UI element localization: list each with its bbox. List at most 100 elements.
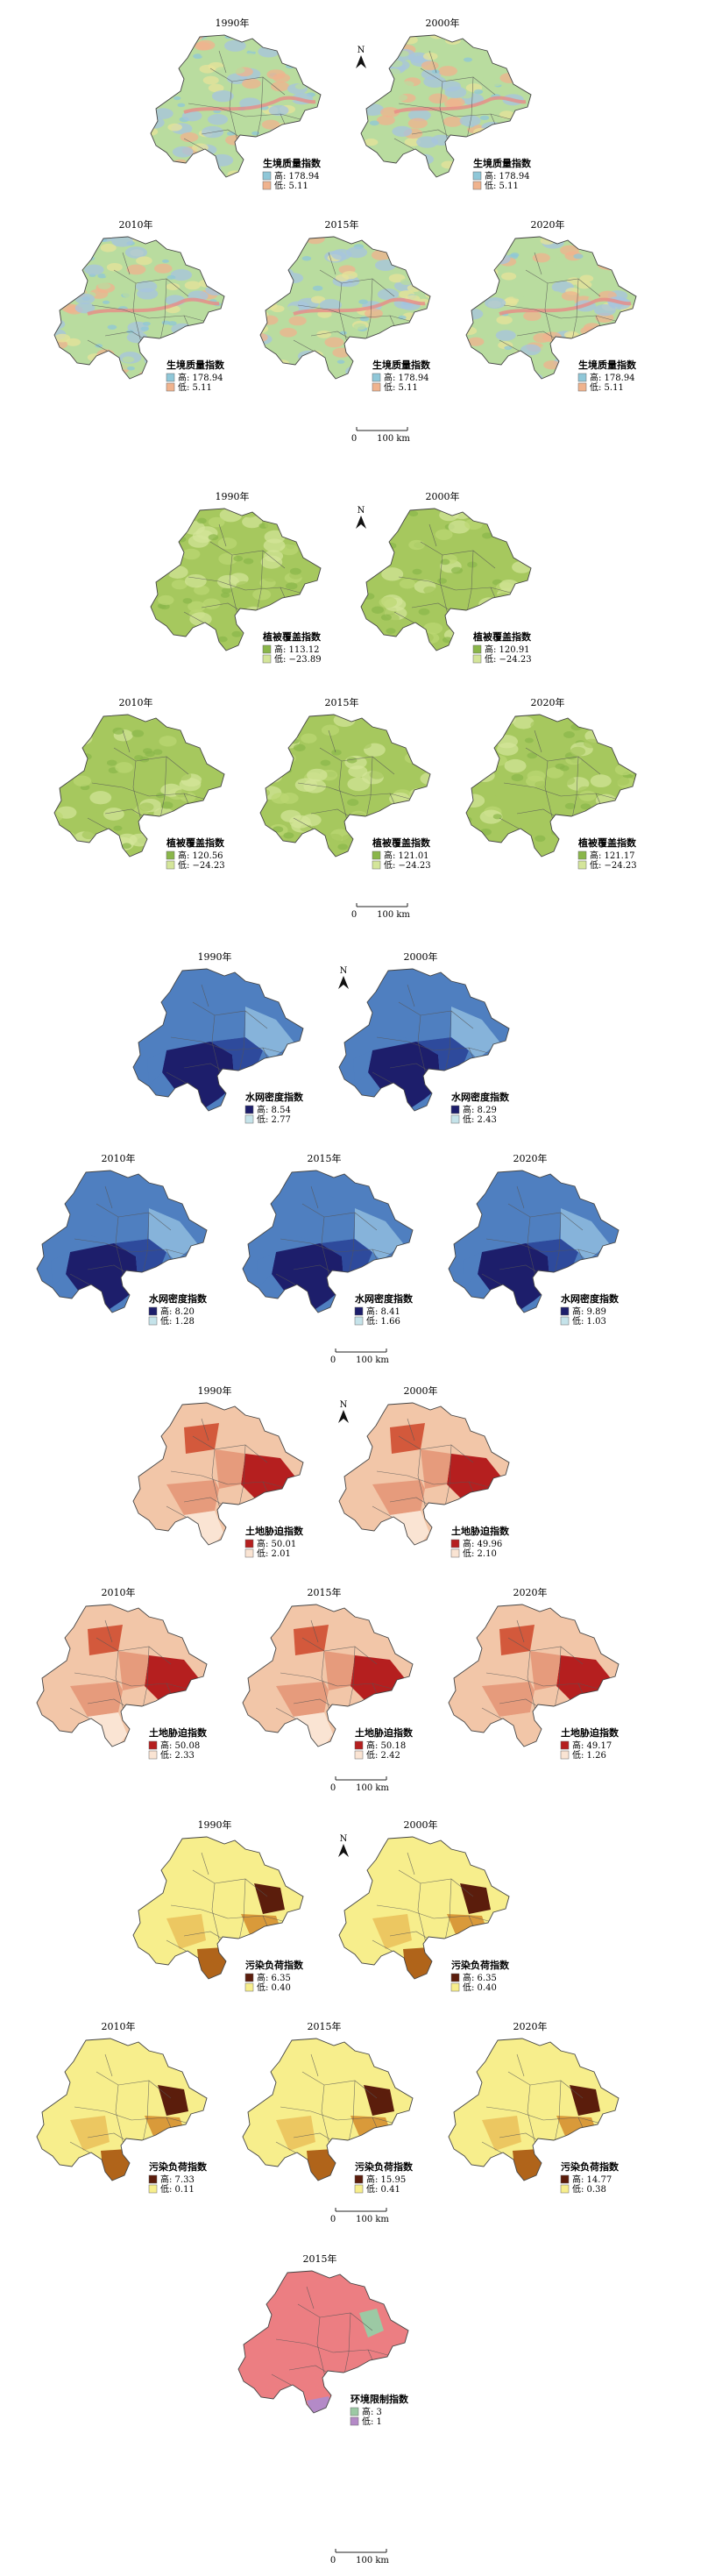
legend-title: 植被覆盖指数: [472, 630, 532, 643]
legend-swatch-low: [350, 2416, 359, 2426]
legend-swatch-low: [577, 860, 587, 870]
region-outline: [360, 34, 532, 178]
region-fill: [260, 237, 430, 379]
district-patch: [372, 1914, 412, 1949]
district-patch: [254, 1883, 285, 1914]
legend-swatch-high: [244, 1973, 254, 1982]
region-fill: [133, 1837, 303, 1979]
region-fill: [339, 1837, 509, 1979]
scale-zero: 0: [351, 434, 357, 444]
region-outline: [259, 236, 431, 380]
legend-high: 高: 50.18: [366, 1740, 406, 1751]
legend-low: 低: 0.38: [572, 2183, 606, 2195]
district-patch: [158, 1704, 188, 1726]
legend-low: 低: −24.23: [178, 859, 225, 871]
region-fill: [243, 2039, 413, 2181]
region-outline: [448, 1170, 620, 1313]
region-outline: [36, 1170, 208, 1313]
legend-swatch-high: [148, 2174, 158, 2184]
scale-bar-water: 0 100 km: [330, 1348, 389, 1365]
scale-bar-pollution: 0 100 km: [330, 2208, 389, 2224]
district-patch: [254, 1502, 285, 1524]
legend-low: 低: 1.26: [572, 1749, 606, 1761]
year-label: 2000年: [426, 17, 460, 29]
legend-title: 污染负荷指数: [149, 2160, 208, 2173]
year-label: 1990年: [216, 17, 250, 29]
legend-low: 低: −24.23: [485, 653, 532, 665]
legend-low: 低: 2.43: [463, 1114, 497, 1125]
legend-swatch-high: [450, 1539, 460, 1548]
district-patch: [294, 1712, 333, 1747]
district-patch: [276, 1682, 329, 1717]
year-label: 2015年: [303, 2252, 337, 2265]
legend-low: 低: 0.40: [257, 1982, 291, 1993]
region-outline: [53, 236, 225, 380]
district-patch: [460, 1883, 491, 1914]
legend-swatch-high: [372, 373, 381, 382]
district-patch: [294, 1625, 329, 1655]
legend-swatch-low: [450, 1548, 460, 1558]
district-patch: [499, 1625, 535, 1655]
legend-low: 低: 2.01: [257, 1548, 291, 1559]
legend-swatch-low: [372, 860, 381, 870]
year-label: 2010年: [102, 1152, 136, 1164]
district-patch: [215, 1449, 245, 1489]
legend-low: 低: 5.11: [485, 180, 519, 191]
legend-high: 高: 9.89: [572, 1306, 606, 1317]
year-label: 2010年: [102, 2020, 136, 2032]
legend-title: 生境质量指数: [473, 157, 532, 169]
north-label: N: [340, 966, 348, 976]
legend-title: 土地胁迫指数: [561, 1726, 620, 1739]
region-outline: [242, 2038, 414, 2181]
legend-high: 高: 3: [362, 2406, 382, 2417]
region-outline: [338, 1402, 510, 1546]
legend-swatch-low: [244, 1982, 254, 1992]
scale-distance: 100 km: [377, 434, 410, 444]
legend-low: 低: 5.11: [590, 381, 624, 393]
district-patch: [513, 2149, 548, 2181]
legend-swatch-low: [577, 382, 587, 392]
district-patch: [570, 1704, 600, 1726]
legend-swatch-high: [354, 1306, 364, 1316]
legend-high: 高: 49.96: [463, 1538, 502, 1549]
legend-title: 污染负荷指数: [245, 1959, 304, 1971]
legend-low: 低: 2.42: [366, 1749, 400, 1761]
district-patch: [70, 2116, 110, 2151]
legend-low: 低: 0.11: [160, 2183, 195, 2195]
district-patch: [530, 1651, 561, 1690]
legend-title: 水网密度指数: [245, 1091, 304, 1103]
legend-swatch-high: [262, 171, 272, 181]
legend-title: 植被覆盖指数: [166, 836, 225, 849]
year-label: 2020年: [513, 2020, 548, 2032]
region-outline: [338, 1836, 510, 1980]
legend-swatch-low: [560, 1750, 570, 1760]
district-patch: [355, 1208, 403, 1261]
year-label: 2015年: [308, 1152, 342, 1164]
year-label: 1990年: [198, 1384, 232, 1397]
legend-title: 生境质量指数: [166, 359, 225, 371]
